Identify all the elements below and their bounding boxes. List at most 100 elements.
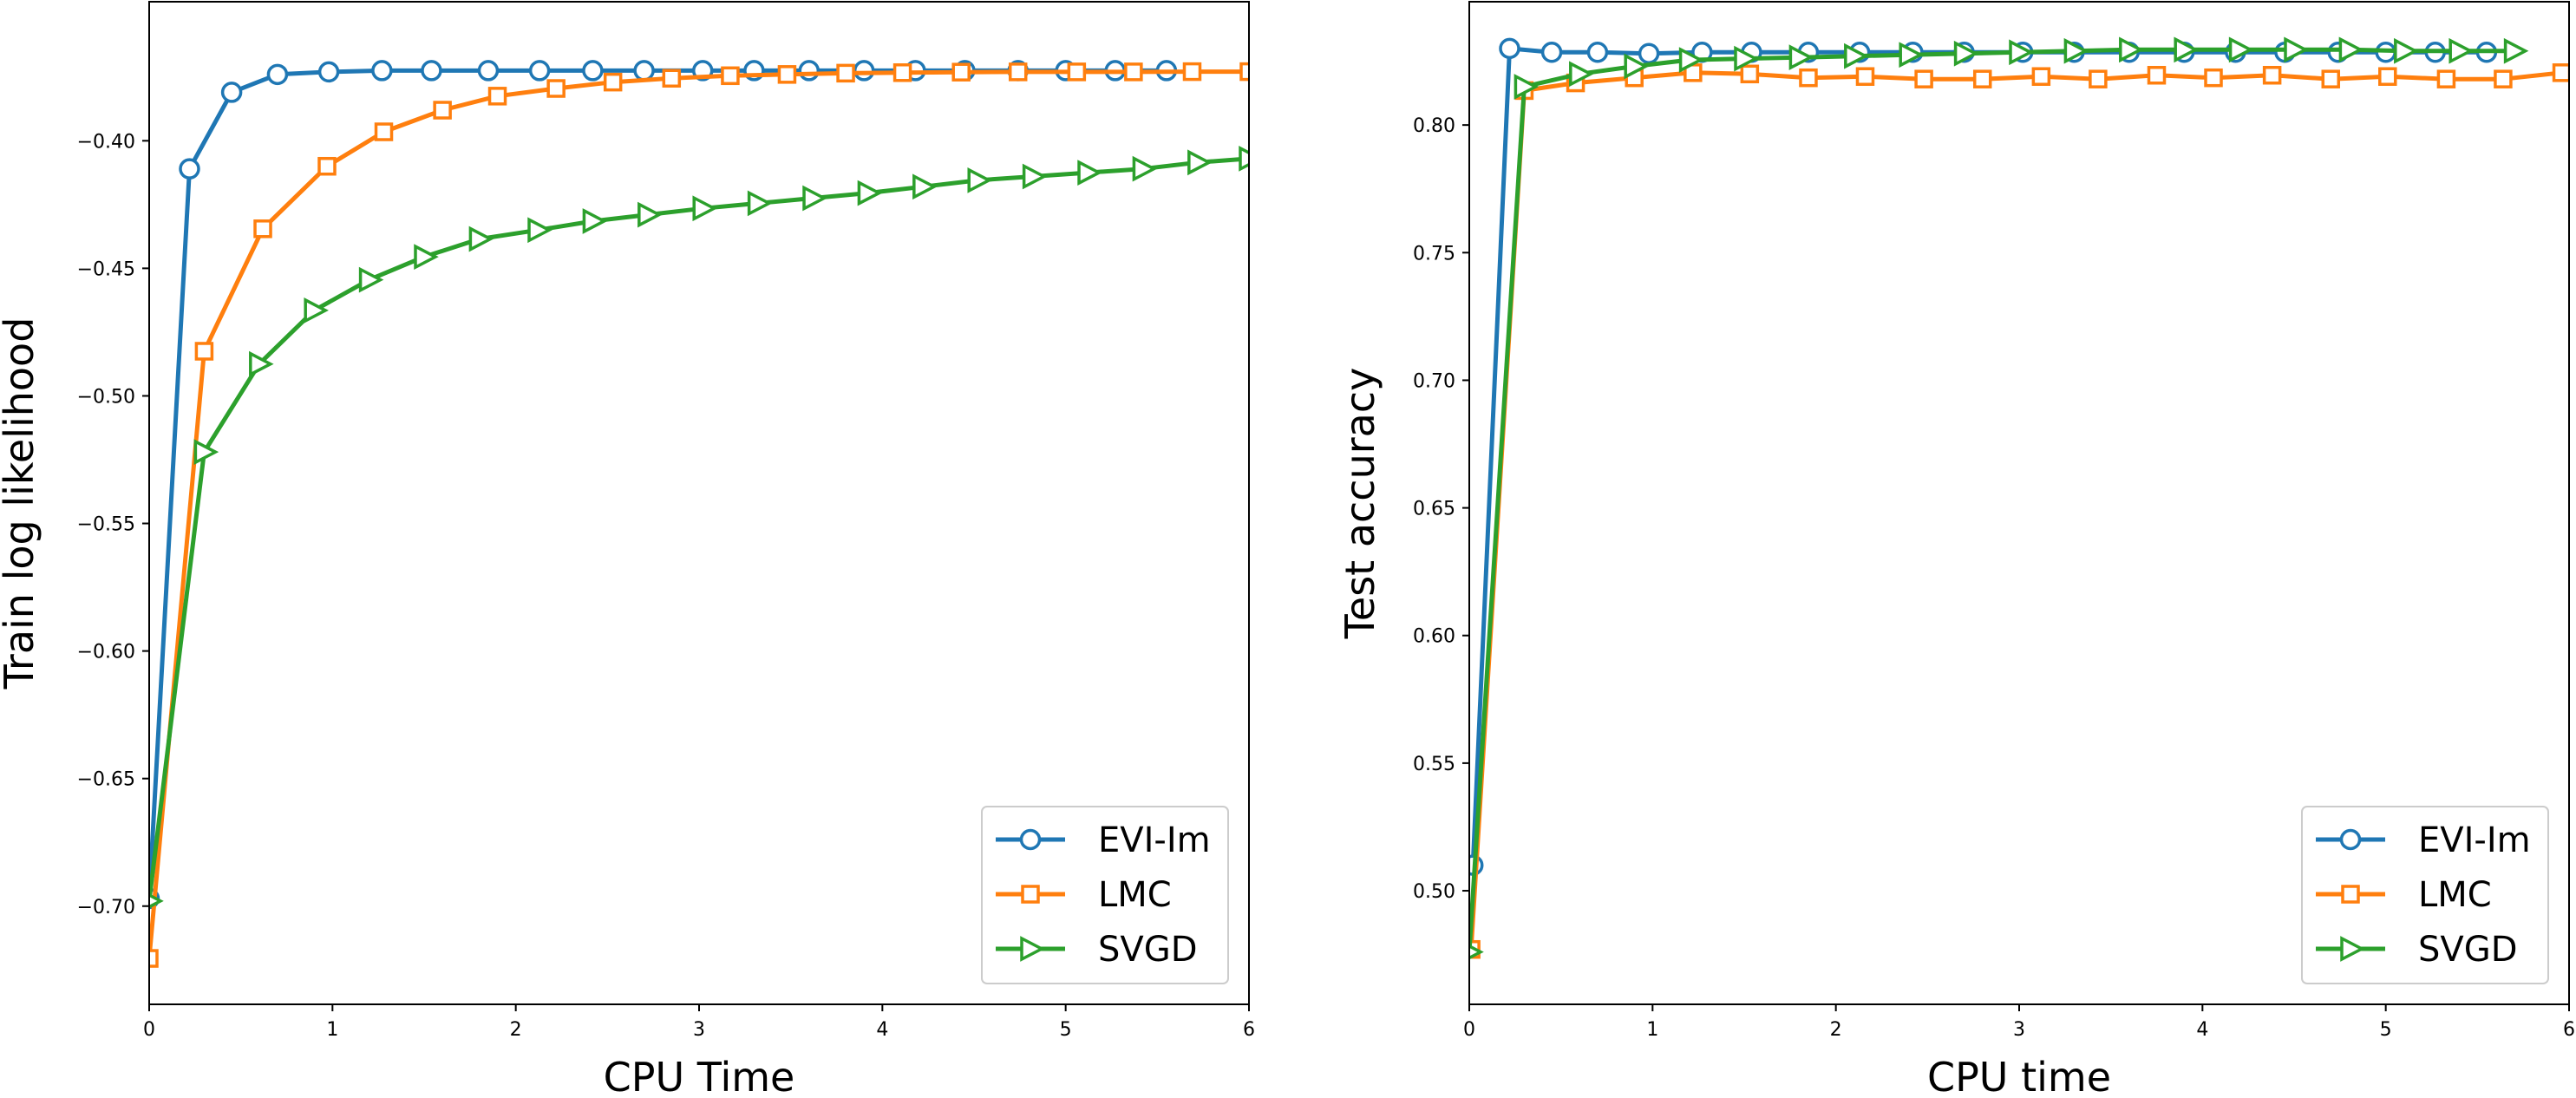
data-point [1067,62,1087,82]
y-tick-label: −0.40 [77,131,135,153]
legend-label: EVI-Im [1098,820,1211,860]
data-point [468,225,494,252]
data-point [2552,63,2569,82]
x-tick-label: 3 [693,1019,705,1041]
data-point [546,79,566,98]
x-axis-ticks: 0 1 2 3 4 5 6 [143,1004,1255,1041]
legend-marker [1020,936,1045,962]
series-line [149,68,1167,899]
x-tick-label: 1 [1646,1019,1658,1041]
data-point [747,190,773,217]
y-tick-label: −0.50 [77,386,135,408]
data-point [2338,36,2364,63]
legend-marker [2341,885,2360,904]
data-point [2321,69,2341,88]
x-tick-label: 0 [1463,1019,1475,1041]
plot-frame [148,1,1250,1005]
legend-item: EVI-Im [2316,820,2531,860]
legend-label: LMC [2418,875,2492,915]
x-tick-label: 6 [2563,1019,2575,1041]
data-point [2009,39,2034,66]
legend-marker [2340,936,2365,962]
x-axis-label: CPU Time [604,1054,795,1098]
data-point [1540,42,1563,63]
data-point [149,893,164,909]
y-tick-label: 0.70 [1413,370,1455,392]
x-tick-label: 5 [1060,1019,1072,1041]
legend-marker [1019,828,1042,851]
x-tick-label: 2 [510,1019,522,1041]
data-point [2394,37,2419,64]
data-point [194,342,214,361]
data-point [2284,36,2309,63]
y-tick-label: −0.70 [77,897,135,918]
series-svgd [1469,36,2529,960]
data-point [721,66,740,86]
x-tick-label: 4 [2196,1019,2208,1041]
legend-label: SVGD [2418,930,2518,970]
data-point [2378,67,2397,86]
data-point [2494,69,2513,88]
data-point [477,60,500,82]
legend-marker [1021,885,1040,904]
data-point [836,63,855,83]
y-tick-label: −0.55 [77,514,135,536]
data-point [951,62,971,82]
y-tick-label: 0.50 [1413,881,1455,903]
data-point [1499,37,1520,60]
legend-item: SVGD [2316,930,2518,970]
data-point [2204,68,2223,88]
data-point [2147,66,2167,85]
x-tick-label: 4 [876,1019,888,1041]
series-evi-im [149,60,1178,910]
data-point [1124,62,1143,82]
data-point [1239,62,1249,82]
data-point [1953,40,1979,67]
data-point [421,60,442,82]
x-tick-label: 5 [2380,1019,2392,1041]
series-evi-im [1469,37,2498,876]
y-axis-label: Test accuracy [1337,368,1383,640]
data-point [1855,67,1875,86]
series-line [1470,46,2487,866]
data-point [266,63,289,86]
data-point [220,82,243,103]
series-line [149,156,1249,902]
data-point [1239,146,1249,172]
data-point [2228,36,2254,63]
data-point [1844,42,1869,69]
data-point [1899,42,1924,69]
x-tick-label: 6 [1243,1019,1255,1041]
data-point [582,208,608,234]
x-axis-label: CPU time [1927,1054,2111,1098]
y-tick-label: 0.80 [1413,115,1455,137]
legend-item: LMC [2316,875,2492,915]
data-point [2063,37,2089,64]
y-tick-label: −0.65 [77,769,135,791]
data-point [358,266,384,293]
legend-item: SVGD [996,930,1198,970]
y-tick-label: 0.75 [1413,243,1455,265]
legend-frame [2301,806,2549,984]
plot-area [149,60,1249,968]
chart-panel-1: 0 1 2 3 4 5 6−0.70−0.65−0.60−0.55−0.50−0.45−0.… [0,1,1255,1098]
y-tick-label: 0.55 [1413,754,1455,775]
data-point [1972,69,1992,88]
legend: EVI-Im LMC SVGD [2301,806,2549,984]
data-point [1799,68,1818,88]
data-point [249,350,274,377]
plot-frame [1468,1,2570,1005]
legend: EVI-Im LMC SVGD [981,806,1229,984]
data-point [2031,67,2051,86]
data-point [1187,149,1213,176]
data-point [2449,37,2474,64]
data-point [487,87,507,106]
data-point [802,185,827,212]
x-tick-label: 1 [326,1019,338,1041]
data-point [1734,45,1759,72]
data-point [414,244,439,271]
data-point [1182,62,1202,82]
legend-item: LMC [996,875,1172,915]
series-line [1469,70,2562,950]
data-point [433,101,452,120]
